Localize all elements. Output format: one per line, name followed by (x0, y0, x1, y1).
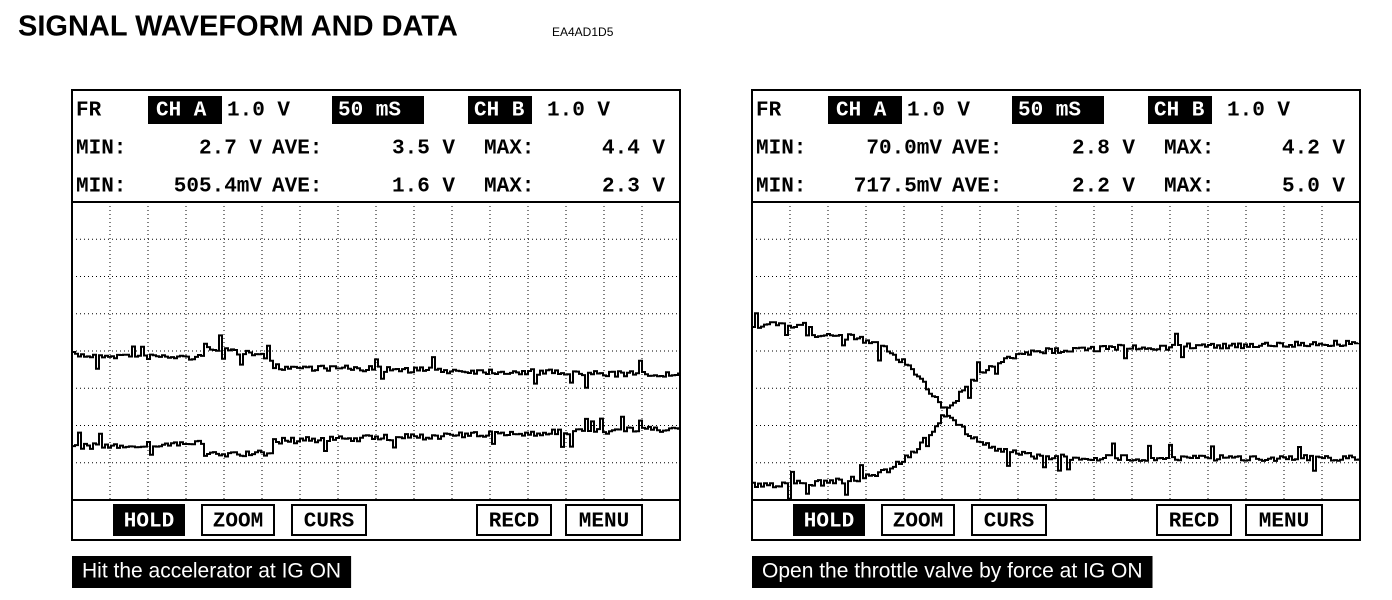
readout: MAX: (1164, 176, 1214, 199)
page-title: SIGNAL WAVEFORM AND DATA (18, 11, 458, 43)
waveform (752, 312, 1359, 472)
readout: 717.5mV (854, 176, 943, 199)
scope-frame (71, 89, 681, 541)
soft-key-label: ZOOM (893, 511, 943, 534)
soft-key (476, 504, 552, 536)
scope-frame (751, 89, 1361, 541)
readout: CH B (474, 100, 525, 123)
readout: 1.0 V (1227, 100, 1290, 123)
scope-panel: FR CH A 1.0 V 50 mS CH B 1.0 V MIN: 70.0mV AVE: 2… (751, 89, 1361, 588)
readout: AVE: (272, 176, 322, 199)
highlight (1012, 96, 1104, 124)
readout: 5.0 V (1282, 176, 1345, 199)
soft-key (881, 504, 955, 536)
readout: AVE: (952, 176, 1002, 199)
readout: 2.3 V (602, 176, 665, 199)
readout: 2.2 V (1072, 176, 1135, 199)
readout: CH B (1154, 100, 1205, 123)
soft-key (291, 504, 367, 536)
soft-key (565, 504, 643, 536)
highlight (332, 96, 424, 124)
readout: CH A (156, 100, 207, 123)
soft-key-label: MENU (1259, 511, 1309, 534)
soft-key-label: MENU (579, 511, 629, 534)
readout: 1.6 V (392, 176, 455, 199)
caption: Hit the accelerator at IG ON (82, 560, 341, 583)
readout: 2.8 V (1072, 138, 1135, 161)
readout: MAX: (484, 176, 534, 199)
highlight (828, 96, 902, 124)
waveform (72, 415, 679, 458)
readout: MAX: (484, 138, 534, 161)
readout: 1.0 V (907, 100, 970, 123)
readout: 1.0 V (227, 100, 290, 123)
highlight (148, 96, 222, 124)
soft-key (1156, 504, 1232, 536)
soft-key-label: HOLD (804, 511, 854, 534)
soft-key-label: HOLD (124, 511, 174, 534)
readout: MIN: (756, 176, 806, 199)
readout: AVE: (272, 138, 322, 161)
soft-key-label: RECD (1169, 511, 1219, 534)
highlight (1148, 96, 1212, 124)
readout: 3.5 V (392, 138, 455, 161)
page-code: EA4AD1D5 (552, 25, 614, 39)
readout: FR (76, 100, 102, 123)
readout: MAX: (1164, 138, 1214, 161)
soft-key-label: CURS (984, 511, 1034, 534)
readout: MIN: (76, 138, 126, 161)
waveform (72, 334, 679, 389)
readout: MIN: (756, 138, 806, 161)
caption-box (752, 556, 1153, 588)
soft-key-label: ZOOM (213, 511, 263, 534)
soft-key (793, 504, 865, 536)
soft-key-label: RECD (489, 511, 539, 534)
soft-key (113, 504, 185, 536)
readout: FR (756, 100, 782, 123)
readout: 2.7 V (199, 138, 262, 161)
readout: MIN: (76, 176, 126, 199)
readout: AVE: (952, 138, 1002, 161)
highlight (468, 96, 532, 124)
soft-key (1245, 504, 1323, 536)
readout: 50 mS (1018, 100, 1081, 123)
readout: 50 mS (338, 100, 401, 123)
caption: Open the throttle valve by force at IG O… (762, 560, 1143, 583)
soft-key (201, 504, 275, 536)
soft-key-label: CURS (304, 511, 354, 534)
scope-panel: FR CH A 1.0 V 50 mS CH B 1.0 V MIN: 2.7 V AVE: 3.… (71, 89, 681, 588)
soft-key (971, 504, 1047, 536)
caption-box (72, 556, 352, 588)
readout: 4.4 V (602, 138, 665, 161)
readout: CH A (836, 100, 887, 123)
readout: 70.0mV (866, 138, 942, 161)
readout: 1.0 V (547, 100, 610, 123)
readout: 505.4mV (174, 176, 263, 199)
waveform (752, 332, 1359, 500)
readout: 4.2 V (1282, 138, 1345, 161)
